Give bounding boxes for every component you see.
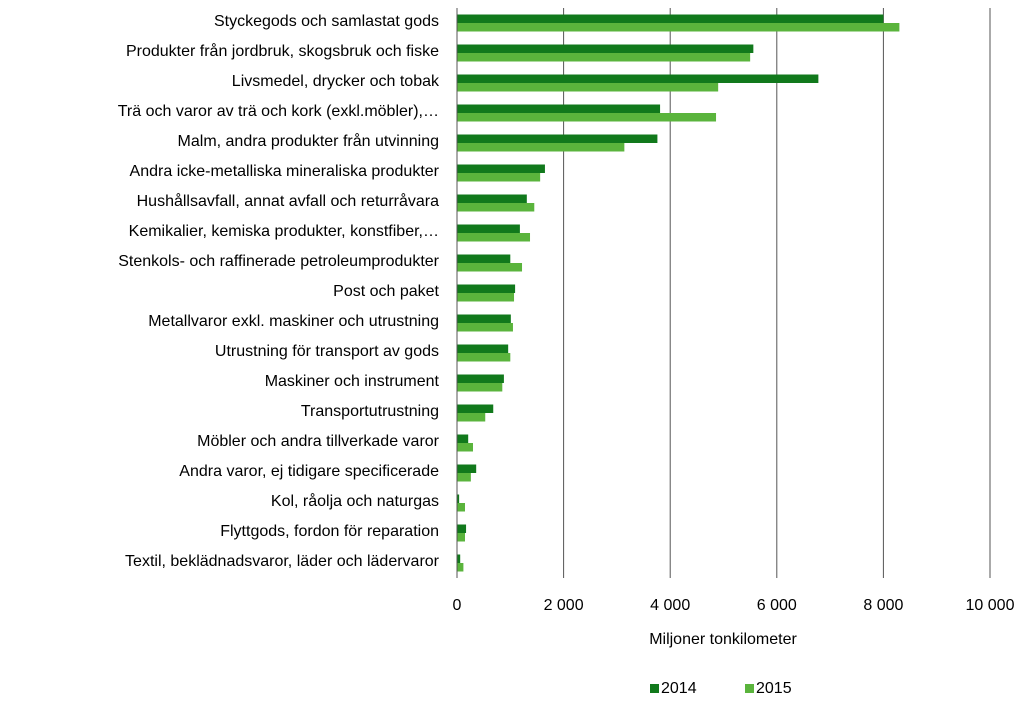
x-tick-label: 4 000 <box>650 597 690 614</box>
bar <box>457 113 717 122</box>
bar <box>457 44 754 53</box>
bar <box>457 224 520 233</box>
bar <box>457 353 511 362</box>
bar <box>457 554 461 563</box>
y-tick-label: Post och paket <box>333 283 439 300</box>
bar <box>457 434 469 443</box>
y-tick-label: Hushållsavfall, annat avfall och returrå… <box>137 192 439 210</box>
y-tick-label: Produkter från jordbruk, skogsbruk och f… <box>126 42 439 60</box>
bar <box>457 254 511 263</box>
bar <box>457 74 819 83</box>
y-tick-label: Andra icke-metalliska mineraliska produk… <box>130 163 440 180</box>
y-tick-label: Malm, andra produkter från utvinning <box>178 132 439 150</box>
y-tick-label: Utrustning för transport av gods <box>215 343 439 360</box>
y-tick-label: Kol, råolja och naturgas <box>271 492 439 510</box>
bar <box>457 173 541 182</box>
bar <box>457 443 473 452</box>
x-tick-label: 0 <box>453 597 462 614</box>
y-tick-label: Möbler och andra tillverkade varor <box>197 433 440 450</box>
legend-label: 2015 <box>756 680 792 696</box>
x-tick-label: 8 000 <box>863 597 903 614</box>
y-tick-label: Styckegods och samlastat gods <box>214 13 439 30</box>
bar <box>457 563 464 572</box>
y-tick-label: Flyttgods, fordon för reparation <box>220 523 439 540</box>
bar <box>457 164 545 173</box>
bar <box>457 143 625 152</box>
y-tick-label: Andra varor, ej tidigare specificerade <box>179 463 439 480</box>
bar <box>457 293 515 302</box>
y-tick-label: Metallvaror exkl. maskiner och utrustnin… <box>148 313 439 330</box>
bar <box>457 83 719 92</box>
bar <box>457 233 531 242</box>
bar <box>457 314 511 323</box>
bar <box>457 194 527 203</box>
bar <box>457 134 658 143</box>
y-tick-label: Livsmedel, drycker och tobak <box>232 73 440 90</box>
y-tick-label: Textil, beklädnadsvaror, läder och läder… <box>125 553 440 570</box>
bar <box>457 533 465 542</box>
y-tick-label: Kemikalier, kemiska produkter, konstfibe… <box>129 223 439 240</box>
x-tick-label: 6 000 <box>757 597 797 614</box>
bar <box>457 263 523 272</box>
x-tick-label: 2 000 <box>544 597 584 614</box>
bar <box>457 413 486 422</box>
bar <box>457 374 504 383</box>
bar <box>457 53 751 62</box>
x-tick-label: 10 000 <box>966 597 1015 614</box>
bar <box>457 344 509 353</box>
x-axis-label: Miljoner tonkilometer <box>649 631 797 648</box>
bar <box>457 473 471 482</box>
y-tick-label: Stenkols- och raffinerade petroleumprodu… <box>118 253 439 270</box>
bar <box>457 14 884 23</box>
bar <box>457 104 661 113</box>
bar <box>457 503 465 512</box>
y-tick-label: Maskiner och instrument <box>265 373 440 390</box>
bar <box>457 464 477 473</box>
bar <box>457 404 494 413</box>
bar <box>457 23 900 32</box>
legend-swatch <box>650 684 659 693</box>
bar <box>457 383 503 392</box>
bar <box>457 284 516 293</box>
legend-label: 2014 <box>661 680 697 696</box>
y-tick-label: Transportutrustning <box>301 403 439 420</box>
bar <box>457 524 467 533</box>
bar <box>457 203 535 212</box>
bar <box>457 323 513 332</box>
legend-swatch <box>745 684 754 693</box>
bar <box>457 494 460 503</box>
y-tick-label: Trä och varor av trä och kork (exkl.möbl… <box>118 103 439 120</box>
